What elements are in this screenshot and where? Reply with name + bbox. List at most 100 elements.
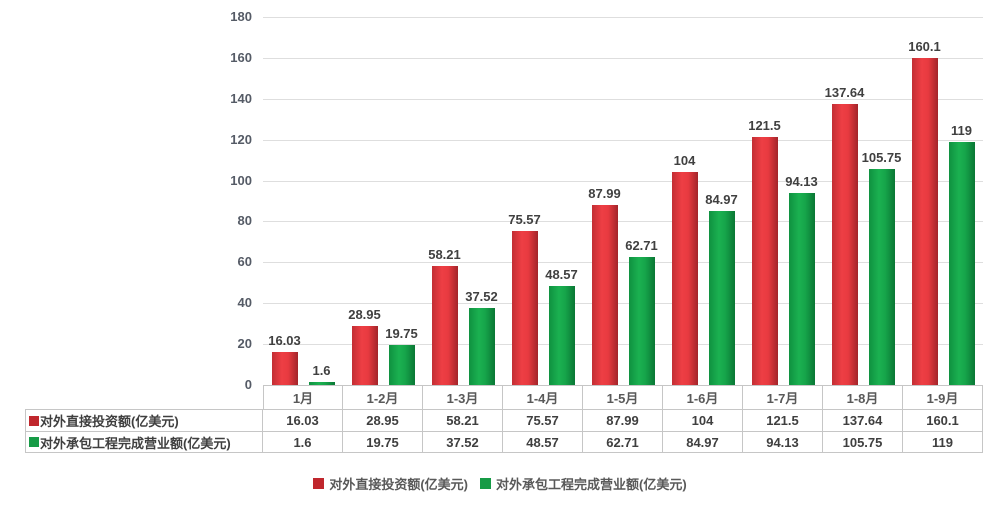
series-name: 对外承包工程完成营业额(亿美元) <box>40 435 231 451</box>
bar-value-label: 119 <box>951 122 972 138</box>
y-tick-label: 80 <box>237 213 252 229</box>
table-header-cell: 1-7月 <box>743 385 823 409</box>
bar-green: 119 <box>948 123 975 385</box>
bar-red: 75.57 <box>508 212 541 385</box>
table-row: 对外直接投资额(亿美元) 16.03 28.95 58.21 75.57 87.99 104… <box>25 409 983 432</box>
bar-green: 94.13 <box>785 174 818 385</box>
table-value-cell: 1.6 <box>263 432 343 453</box>
y-tick-label: 140 <box>230 90 252 106</box>
legend-swatch-icon <box>313 478 325 489</box>
gridline <box>263 262 983 264</box>
bar-group: 75.57 48.57 <box>503 17 583 385</box>
table-value-cell: 58.21 <box>423 409 503 432</box>
table-header-cell: 1-5月 <box>583 385 663 409</box>
y-tick-label: 180 <box>230 9 252 24</box>
bar-green: 105.75 <box>862 150 901 385</box>
bar-value-label: 58.21 <box>428 247 461 262</box>
table-value-cell: 75.57 <box>503 409 583 432</box>
series-swatch-icon <box>29 437 39 447</box>
bar-value-label: 87.99 <box>588 186 621 202</box>
table-header-cell: 1月 <box>263 385 343 409</box>
bar-red: 58.21 <box>428 247 461 385</box>
y-tick-label: 40 <box>237 295 252 311</box>
bar-red: 28.95 <box>348 307 381 385</box>
table-value-cell: 87.99 <box>583 409 663 432</box>
table-value-cell: 119 <box>903 432 983 453</box>
table-value-cell: 48.57 <box>503 432 583 453</box>
table-value-cell: 19.75 <box>343 432 423 453</box>
table-value-cell: 16.03 <box>263 409 343 432</box>
table-header-cell: 1-2月 <box>343 385 423 409</box>
plot-area: 16.03 1.6 28.95 19.75 58.21 37.52 75.57 48.57 87… <box>263 17 983 385</box>
bar-red: 87.99 <box>588 186 621 385</box>
gridline <box>263 57 983 59</box>
bar-green: 1.6 <box>308 363 335 385</box>
legend-label: 对外直接投资额(亿美元) <box>329 477 468 492</box>
bar-group: 58.21 37.52 <box>423 17 503 385</box>
bar-value-label: 37.52 <box>465 289 498 305</box>
gridline <box>263 139 983 141</box>
bar-red: 160.1 <box>908 39 941 385</box>
table-header-cell: 1-9月 <box>903 385 983 409</box>
data-table-header-row: 1月 1-2月 1-3月 1-4月 1-5月 1-6月 1-7月 1-8月 1-9月 <box>263 385 983 409</box>
table-value-cell: 94.13 <box>743 432 823 453</box>
bar-green: 62.71 <box>625 238 658 385</box>
table-header-cell: 1-3月 <box>423 385 503 409</box>
bar-value-label: 48.57 <box>545 266 578 282</box>
bar-value-label: 75.57 <box>508 211 541 227</box>
table-value-cell: 104 <box>663 409 743 432</box>
gridline <box>263 303 983 305</box>
bar-value-label: 104 <box>673 153 696 169</box>
table-value-cell: 105.75 <box>823 432 903 453</box>
gridline <box>263 180 983 182</box>
gridline <box>263 221 983 223</box>
y-tick-label: 60 <box>237 254 252 270</box>
bar-green: 37.52 <box>465 289 498 385</box>
bar-green: 48.57 <box>545 267 578 385</box>
y-tick-label: 160 <box>230 49 252 65</box>
y-tick-label: 100 <box>230 172 252 188</box>
table-value-cell: 160.1 <box>903 409 983 432</box>
bar-green: 19.75 <box>385 326 418 385</box>
bar-value-label: 16.03 <box>268 333 301 349</box>
gridline <box>263 344 983 346</box>
bar-value-label: 1.6 <box>312 362 331 378</box>
bar-group: 16.03 1.6 <box>263 17 343 385</box>
bar-value-label: 94.13 <box>785 173 818 189</box>
bar-group: 104 84.97 <box>663 17 743 385</box>
bar-red: 121.5 <box>748 118 781 385</box>
legend-item: 对外直接投资额(亿美元) <box>313 474 468 493</box>
table-value-cell: 62.71 <box>583 432 663 453</box>
table-value-cell: 37.52 <box>423 432 503 453</box>
table-value-cell: 84.97 <box>663 432 743 453</box>
series-name: 对外直接投资额(亿美元) <box>40 414 179 429</box>
series-row-label: 对外直接投资额(亿美元) <box>25 409 263 432</box>
table-row: 对外承包工程完成营业额(亿美元) 1.6 19.75 37.52 48.57 62.71 8… <box>25 432 983 453</box>
series-row-label: 对外承包工程完成营业额(亿美元) <box>25 432 263 453</box>
table-header-cell: 1-4月 <box>503 385 583 409</box>
bar-green: 84.97 <box>705 192 738 385</box>
bar-group: 137.64 105.75 <box>823 17 903 385</box>
table-header-cell: 1-6月 <box>663 385 743 409</box>
table-header-cell: 1-8月 <box>823 385 903 409</box>
bar-group: 121.5 94.13 <box>743 17 823 385</box>
table-value-cell: 137.64 <box>823 409 903 432</box>
bar-value-label: 84.97 <box>705 192 738 208</box>
bar-value-label: 137.64 <box>824 84 865 100</box>
legend-swatch-icon <box>480 478 491 489</box>
data-table-body: 对外直接投资额(亿美元) 16.03 28.95 58.21 75.57 87.99 104… <box>25 409 983 453</box>
bar-value-label: 62.71 <box>625 237 658 253</box>
bar-value-label: 19.75 <box>385 325 418 341</box>
y-tick-label: 0 <box>244 377 252 392</box>
bar-red: 104 <box>671 153 698 385</box>
table-value-cell: 121.5 <box>743 409 823 432</box>
bar-group: 160.1 119 <box>903 17 983 385</box>
bar-group: 87.99 62.71 <box>583 17 663 385</box>
table-value-cell: 28.95 <box>343 409 423 432</box>
gridline <box>263 98 983 100</box>
bar-value-label: 28.95 <box>348 306 381 322</box>
bar-group: 28.95 19.75 <box>343 17 423 385</box>
gridline <box>263 17 983 18</box>
bar-red: 16.03 <box>268 333 301 385</box>
